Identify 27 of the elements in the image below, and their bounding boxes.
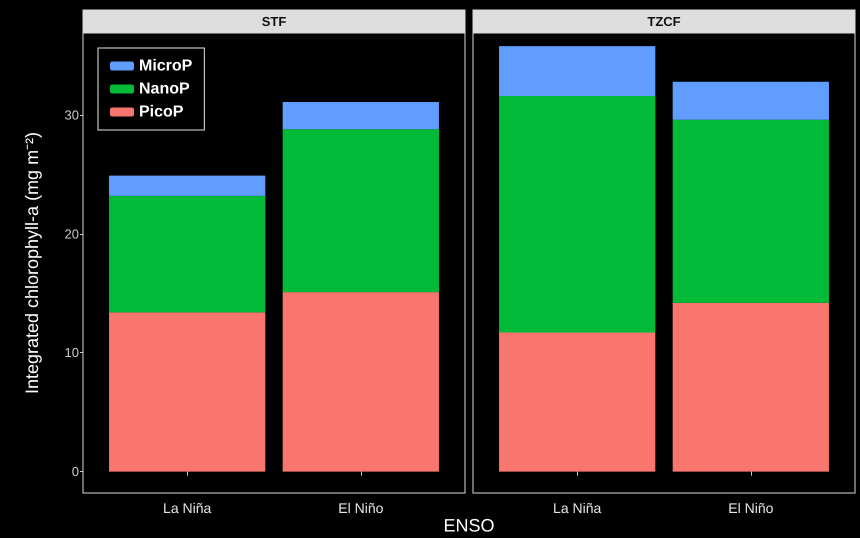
bar (109, 176, 266, 196)
bar (499, 46, 656, 96)
bar (499, 96, 656, 333)
bar (672, 302, 829, 472)
bar (282, 102, 439, 130)
y-tick-label: 30 (64, 108, 79, 123)
legend-label: NanoP (139, 80, 190, 98)
y-tick-label: 0 (72, 464, 79, 480)
x-axis-title: ENSO (443, 516, 495, 536)
y-axis-title: Integrated chlorophyll-a (mg m⁻²) (22, 132, 42, 394)
chart-title: TZCF (647, 14, 681, 29)
x-tick-label: La Niña (553, 500, 602, 516)
y-tick-label: 20 (64, 226, 79, 242)
bar (109, 196, 266, 312)
bar (672, 120, 829, 303)
x-tick-label: La Niña (163, 500, 212, 516)
bar (109, 312, 266, 472)
bar (672, 82, 829, 120)
legend-label: MicroP (139, 58, 193, 74)
bar (499, 332, 656, 472)
bar (282, 129, 439, 292)
bar (282, 292, 439, 472)
x-tick-label: El Niño (728, 500, 774, 516)
y-tick-label: 10 (64, 345, 79, 360)
chart-title: STF (262, 14, 286, 29)
x-tick-label: El Niño (338, 500, 384, 516)
legend-label: PicoP (139, 104, 184, 120)
